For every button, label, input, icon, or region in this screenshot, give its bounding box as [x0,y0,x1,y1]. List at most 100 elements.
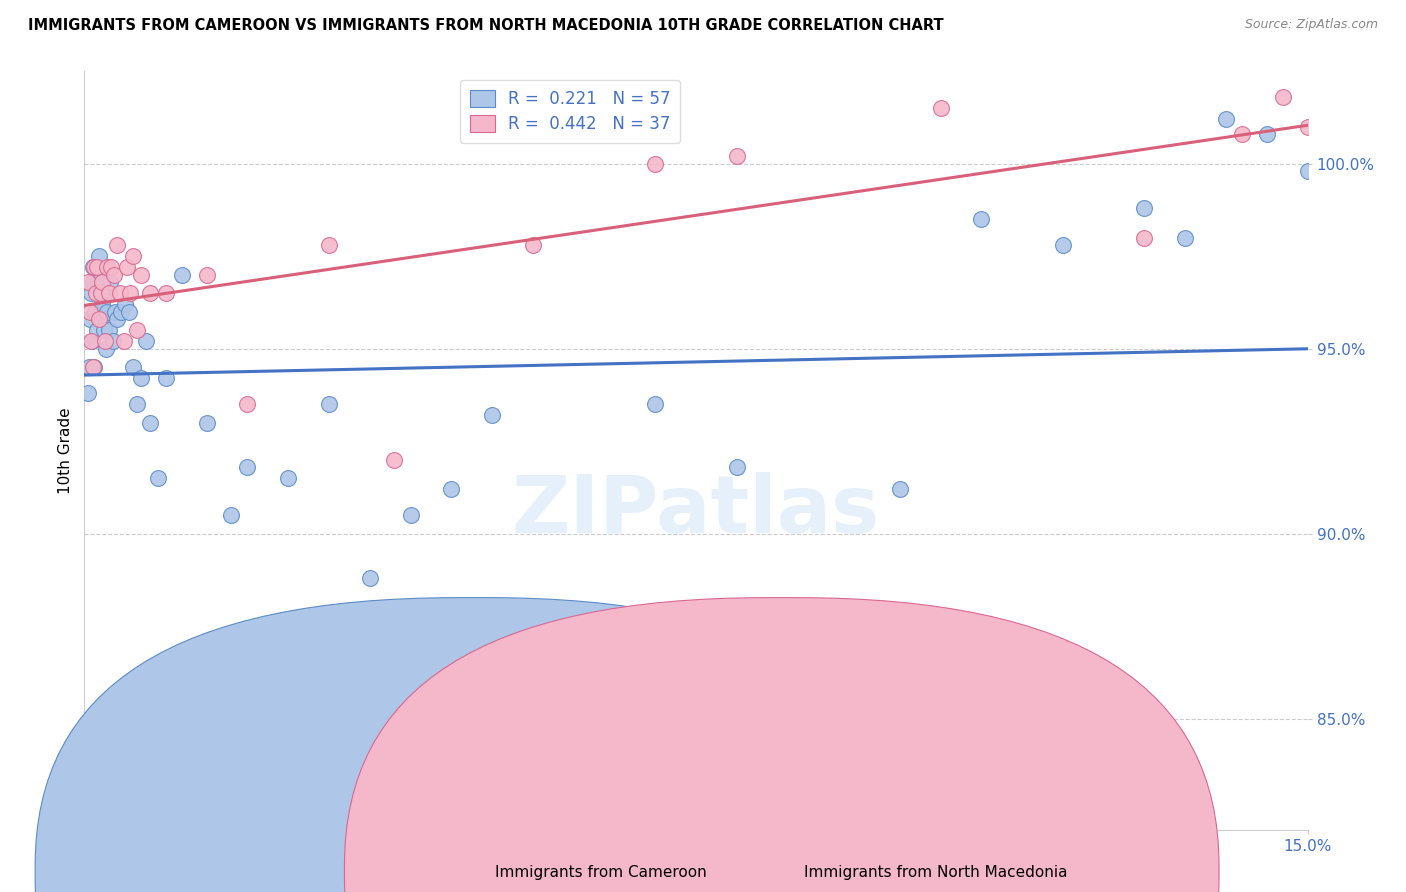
Text: Source: ZipAtlas.com: Source: ZipAtlas.com [1244,18,1378,31]
Point [114,297,136,311]
Point [970,212,993,227]
Text: IMMIGRANTS FROM CAMEROON VS IMMIGRANTS FROM NORTH MACEDONIA 10TH GRADE CORRELATI: IMMIGRANTS FROM CAMEROON VS IMMIGRANTS F… [28,18,943,33]
Point [80,286,103,301]
Y-axis label: 10th Grade: 10th Grade [58,407,73,494]
Text: ZIPatlas: ZIPatlas [512,472,880,550]
Point [110,305,132,319]
Point [87,312,110,326]
Point [1296,120,1319,134]
Point [84,286,107,301]
Point [87,275,110,289]
Point [522,630,544,644]
Point [131,268,153,282]
Point [77,386,100,401]
Point [91,297,114,311]
Point [146,471,169,485]
Point [127,323,149,337]
Point [91,275,114,289]
Point [105,238,128,252]
Point [100,275,122,289]
Point [1232,127,1254,141]
Point [236,460,259,475]
Point [82,275,104,289]
Point [522,238,544,252]
Point [135,334,157,349]
Point [1272,90,1295,104]
Point [90,286,112,301]
Point [93,334,115,349]
Point [82,360,104,375]
Point [382,452,405,467]
Point [359,571,381,585]
Point [96,260,118,275]
Point [889,483,911,497]
Text: Immigrants from Cameroon: Immigrants from Cameroon [495,865,707,880]
Point [90,312,112,326]
Point [1256,127,1278,141]
Legend: R =  0.221   N = 57, R =  0.442   N = 37: R = 0.221 N = 57, R = 0.442 N = 37 [460,79,681,143]
Point [122,360,145,375]
Point [766,712,789,726]
Point [138,286,160,301]
Point [399,508,422,523]
Point [807,786,830,800]
Point [138,416,160,430]
Point [155,286,177,301]
Point [115,260,138,275]
Point [172,268,194,282]
Point [318,397,340,411]
Point [118,305,141,319]
Text: Immigrants from North Macedonia: Immigrants from North Macedonia [804,865,1067,880]
Point [96,342,118,356]
Point [725,460,748,475]
Point [236,397,259,411]
Point [1296,164,1319,178]
Point [1215,112,1237,127]
Point [103,268,125,282]
Point [83,260,105,275]
Point [562,638,585,652]
Point [86,260,108,275]
Point [219,508,242,523]
Point [101,334,124,349]
Point [82,260,104,275]
Point [104,305,127,319]
Point [644,397,666,411]
Point [77,360,100,375]
Point [195,268,218,282]
Point [79,312,101,326]
Point [277,471,299,485]
Point [725,149,748,163]
Point [97,323,120,337]
Point [1133,201,1156,215]
Point [929,101,952,115]
Point [100,260,122,275]
Point [86,323,108,337]
Point [1133,231,1156,245]
Point [1052,238,1074,252]
Point [93,286,115,301]
Point [118,286,141,301]
Point [110,286,132,301]
Point [1174,231,1197,245]
Point [96,305,118,319]
Point [87,249,110,263]
Point [77,275,100,289]
Point [131,371,153,385]
Point [122,249,145,263]
Point [481,409,503,423]
Point [112,334,135,349]
Point [440,483,463,497]
Point [155,371,177,385]
Point [105,312,128,326]
Point [127,397,149,411]
Point [97,286,120,301]
Point [80,334,103,349]
Point [318,238,340,252]
Point [93,323,115,337]
Point [80,334,103,349]
Point [644,157,666,171]
Point [195,416,218,430]
Point [79,305,101,319]
Point [84,305,107,319]
